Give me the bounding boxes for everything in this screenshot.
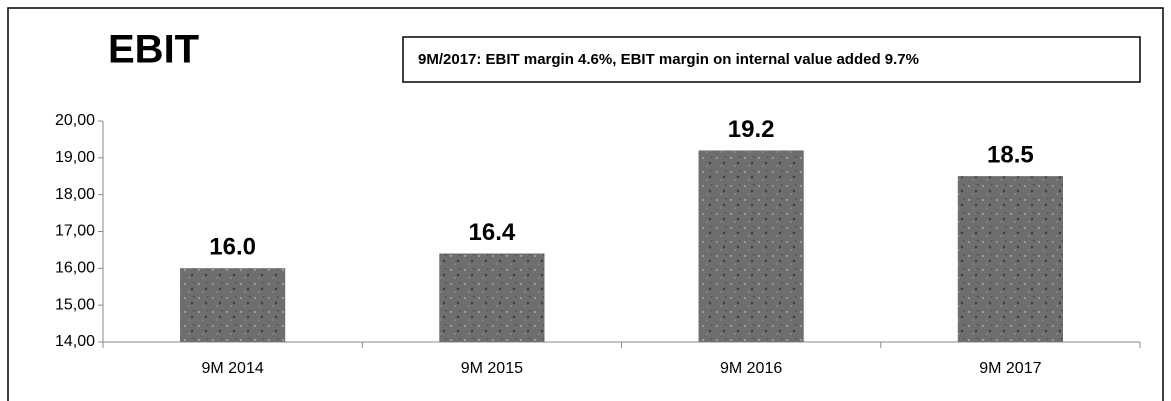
y-tick-label: 15,00	[55, 296, 95, 313]
x-tick-label: 9M 2014	[201, 360, 263, 377]
data-label: 18.5	[987, 142, 1034, 169]
y-tick-label: 20,00	[55, 112, 95, 129]
data-label: 19.2	[728, 116, 775, 143]
bar	[698, 150, 804, 342]
x-tick-label: 9M 2017	[979, 360, 1041, 377]
frame	[7, 7, 1164, 401]
bar	[957, 176, 1063, 342]
x-tick-label: 9M 2016	[720, 360, 782, 377]
data-label: 16.4	[469, 219, 516, 246]
x-tick-label: 9M 2015	[461, 360, 523, 377]
bar	[180, 268, 286, 342]
annotation-box	[402, 36, 1141, 83]
bar	[439, 253, 545, 342]
y-tick-label: 14,00	[55, 333, 95, 350]
annotation: 9M/2017: EBIT margin 4.6%, EBIT margin o…	[418, 51, 919, 68]
chart-title: EBIT	[108, 28, 199, 72]
y-tick-label: 17,00	[55, 223, 95, 240]
y-tick-label: 18,00	[55, 186, 95, 203]
y-tick-label: 16,00	[55, 260, 95, 277]
y-tick-label: 19,00	[55, 149, 95, 166]
data-label: 16.0	[209, 234, 256, 261]
